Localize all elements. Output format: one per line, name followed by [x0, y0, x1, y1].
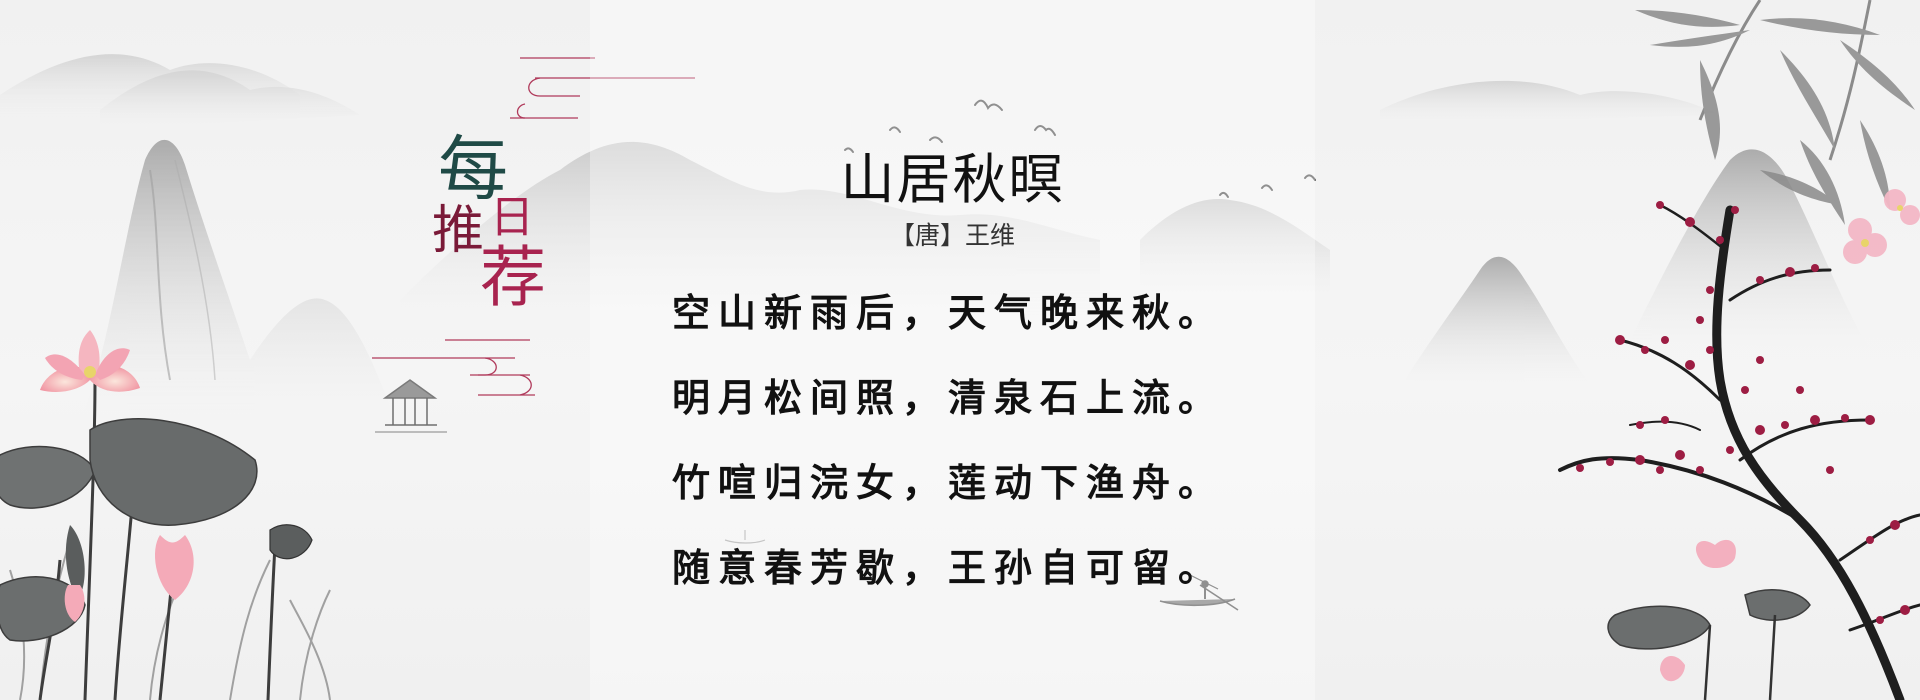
right-peaks: [1405, 149, 1870, 385]
cloud-lines-top: [510, 57, 695, 119]
flying-birds-icon: [844, 99, 1316, 198]
poem-line-2: 明月松间照，清泉石上流。: [672, 375, 1225, 420]
pavilion-icon: [375, 379, 447, 433]
badge-char-ri: 日: [490, 192, 534, 243]
badge-char-mei: 每: [438, 128, 508, 210]
left-peak: [85, 139, 395, 420]
fishing-boat-icon: [1159, 574, 1239, 611]
lotus-flower-left: [40, 330, 140, 392]
plum-blossom-icon: [1558, 189, 1920, 700]
central-mountains: [400, 141, 1330, 320]
small-boat-icon: [724, 530, 766, 544]
poem-title: 山居秋暝: [840, 148, 1065, 211]
poem-line-4: 随意春芳歇，王孙自可留。: [672, 545, 1225, 590]
poem-author: 【唐】王维: [889, 221, 1015, 250]
bamboo-icon: [1635, 0, 1915, 225]
cloud-lines-bottom: [372, 339, 535, 396]
poem-line-3: 竹喧归浣女，莲动下渔舟。: [672, 460, 1225, 505]
lotus-pond-icon: [0, 330, 331, 700]
poem-line-1: 空山新雨后，天气晚来秋。: [672, 290, 1225, 335]
poem-body: 空山新雨后，天气晚来秋。 明月松间照，清泉石上流。 竹喧归浣女，莲动下渔舟。 随…: [672, 270, 1232, 610]
badge-char-jian: 荐: [480, 239, 546, 316]
badge-char-tui: 推: [432, 201, 485, 261]
poem-panel: [590, 0, 1315, 700]
distant-hills: [0, 54, 1720, 130]
